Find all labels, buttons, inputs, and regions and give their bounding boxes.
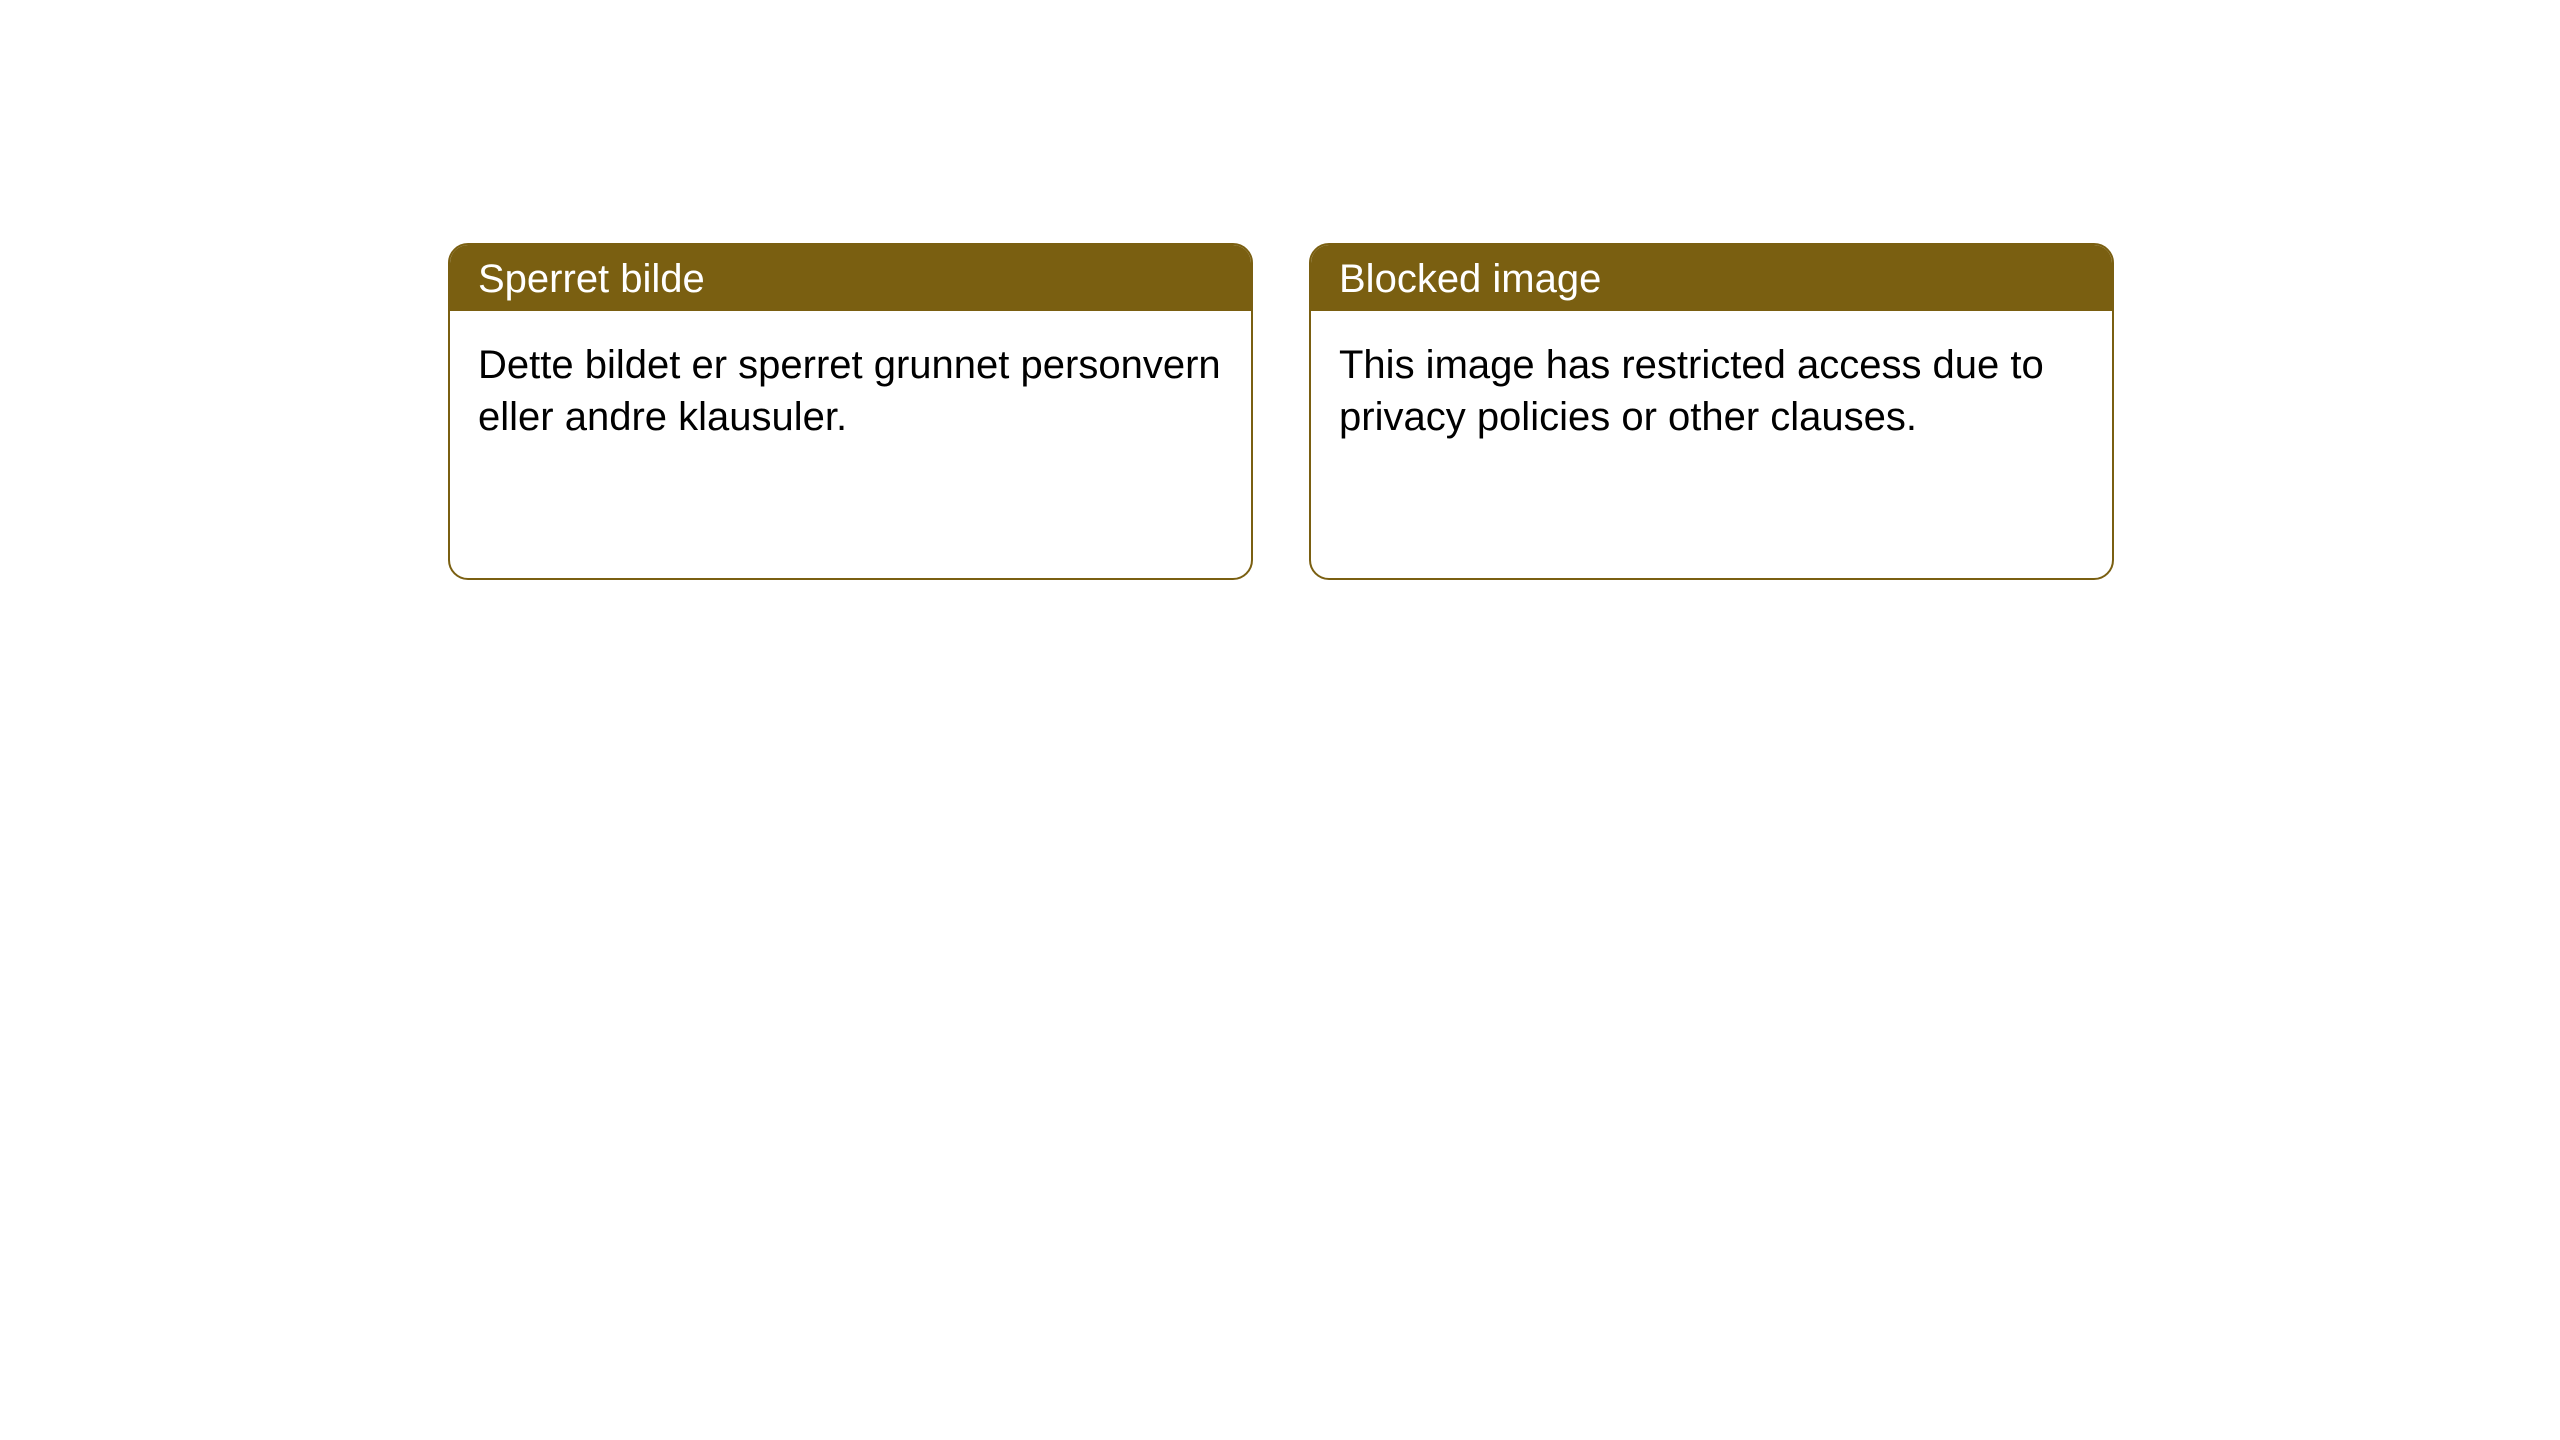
notice-body-english: This image has restricted access due to … xyxy=(1311,311,2112,471)
notice-header-norwegian: Sperret bilde xyxy=(450,245,1251,311)
notice-container: Sperret bilde Dette bildet er sperret gr… xyxy=(448,243,2114,580)
notice-box-english: Blocked image This image has restricted … xyxy=(1309,243,2114,580)
notice-box-norwegian: Sperret bilde Dette bildet er sperret gr… xyxy=(448,243,1253,580)
notice-header-english: Blocked image xyxy=(1311,245,2112,311)
notice-body-norwegian: Dette bildet er sperret grunnet personve… xyxy=(450,311,1251,471)
